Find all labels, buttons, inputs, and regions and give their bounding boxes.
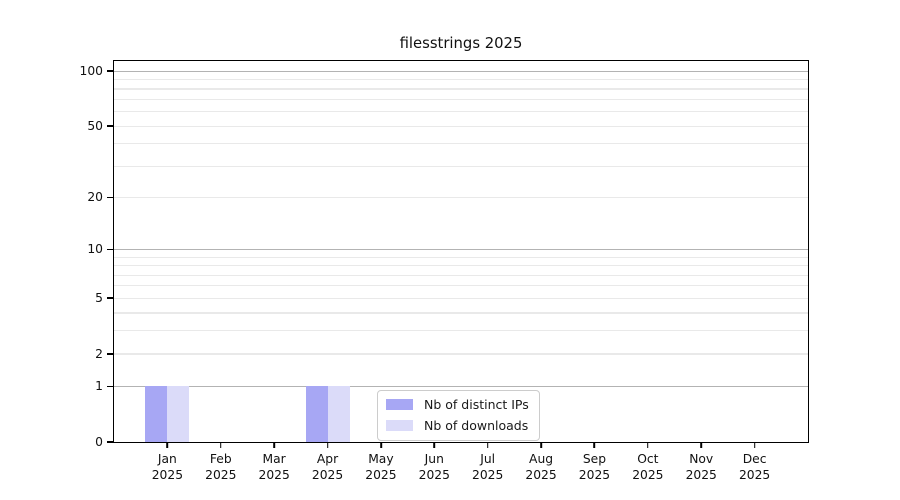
x-tick-year: 2025 [311, 467, 344, 482]
x-tick-year: 2025 [525, 467, 557, 482]
y-tick-label: 10 [87, 242, 103, 257]
gridline-minor [114, 78, 808, 81]
x-tick-year: 2025 [578, 467, 611, 482]
x-tick-month: Jan [157, 452, 177, 466]
x-tick-mark [219, 442, 222, 448]
x-tick-label: Mar 2025 [258, 452, 289, 483]
x-tick-mark [326, 442, 329, 448]
legend-swatch-distinct-ips [386, 399, 413, 410]
gridline-minor [114, 330, 808, 332]
gridline-minor [114, 196, 808, 199]
gridline-minor [114, 297, 808, 299]
x-tick-year: 2025 [472, 467, 504, 482]
y-tick-label: 1 [95, 379, 103, 394]
gridline-major [114, 70, 808, 72]
chart-title: filesstrings 2025 [399, 35, 523, 52]
x-tick-month: Mar [262, 452, 286, 466]
legend-label-distinct-ips: Nb of distinct IPs [424, 397, 529, 412]
y-tick-label: 100 [79, 63, 103, 78]
x-tick-mark [433, 442, 436, 448]
x-tick-month: Oct [637, 452, 659, 466]
x-tick-label: Dec 2025 [739, 452, 770, 483]
legend-item-distinct-ips: Nb of distinct IPs [386, 397, 529, 412]
gridline-minor [114, 256, 808, 258]
y-tick-mark [107, 441, 113, 443]
x-tick-year: 2025 [151, 467, 184, 482]
x-tick-year: 2025 [258, 467, 290, 482]
x-tick-label: Jul 2025 [472, 452, 503, 483]
y-tick-mark [107, 297, 113, 299]
legend-swatch-downloads [386, 420, 413, 431]
x-tick-mark [700, 442, 703, 448]
y-tick-mark [107, 196, 113, 199]
x-tick-month: Feb [209, 452, 232, 466]
x-tick-mark [380, 442, 382, 448]
x-tick-label: Feb 2025 [205, 452, 236, 483]
gridline-minor [114, 353, 808, 355]
x-tick-month: Jul [480, 452, 496, 466]
x-tick-mark [647, 442, 649, 448]
x-tick-month: Jun [424, 452, 444, 466]
x-tick-month: Aug [529, 452, 554, 466]
x-tick-year: 2025 [418, 467, 450, 482]
x-tick-mark [166, 442, 169, 448]
y-tick-label: 50 [87, 118, 103, 133]
bar-downloads [167, 386, 190, 442]
x-tick-mark [753, 442, 756, 448]
x-tick-month: Apr [316, 452, 339, 466]
x-tick-month: May [368, 452, 394, 466]
gridline-major [114, 386, 808, 388]
bar-distinct-ips [305, 386, 328, 442]
gridline-minor [114, 274, 808, 276]
legend-item-downloads: Nb of downloads [386, 418, 529, 433]
gridline-minor [114, 88, 808, 90]
x-tick-year: 2025 [632, 467, 664, 482]
x-tick-month: Dec [742, 452, 767, 466]
gridline-minor [114, 265, 808, 267]
x-tick-month: Sep [582, 452, 607, 466]
gridline-minor [114, 165, 808, 167]
x-tick-mark [273, 442, 275, 448]
gridline-major [114, 248, 808, 251]
x-tick-label: Oct 2025 [632, 452, 663, 483]
gridline-minor [114, 111, 808, 113]
x-tick-mark [486, 442, 489, 448]
bar-distinct-ips [145, 386, 168, 442]
bar-downloads [327, 386, 350, 442]
x-tick-month: Nov [689, 452, 714, 466]
x-tick-label: Aug 2025 [525, 452, 556, 483]
x-tick-label: May 2025 [365, 452, 396, 483]
y-tick-label: 0 [95, 435, 103, 449]
y-tick-mark [107, 248, 113, 251]
legend: Nb of distinct IPs Nb of downloads [377, 390, 540, 441]
x-tick-mark [540, 442, 542, 448]
gridline-minor [114, 312, 808, 314]
x-tick-year: 2025 [365, 467, 397, 482]
y-tick-mark [107, 353, 113, 355]
gridline-minor [114, 125, 808, 127]
x-tick-mark [593, 442, 596, 448]
x-tick-year: 2025 [205, 467, 237, 482]
x-tick-year: 2025 [685, 467, 717, 482]
y-tick-mark [107, 125, 113, 127]
plot-area: Nb of distinct IPs Nb of downloads 0 1 2 5 1… [80, 60, 809, 482]
x-tick-label: Jun 2025 [419, 452, 450, 483]
gridline-minor [114, 143, 808, 145]
gridline-minor [114, 98, 808, 101]
gridline-minor [114, 285, 808, 287]
x-tick-label: Jan 2025 [152, 452, 183, 483]
y-tick-mark [107, 385, 113, 388]
y-tick-mark [107, 70, 113, 72]
x-tick-year: 2025 [738, 467, 771, 482]
y-tick-label: 5 [95, 290, 103, 305]
y-tick-label: 20 [87, 190, 103, 205]
y-tick-label: 2 [95, 346, 103, 361]
x-tick-label: Nov 2025 [686, 452, 717, 483]
x-tick-label: Sep 2025 [579, 452, 610, 483]
legend-label-downloads: Nb of downloads [424, 418, 529, 433]
x-tick-label: Apr 2025 [312, 452, 343, 483]
